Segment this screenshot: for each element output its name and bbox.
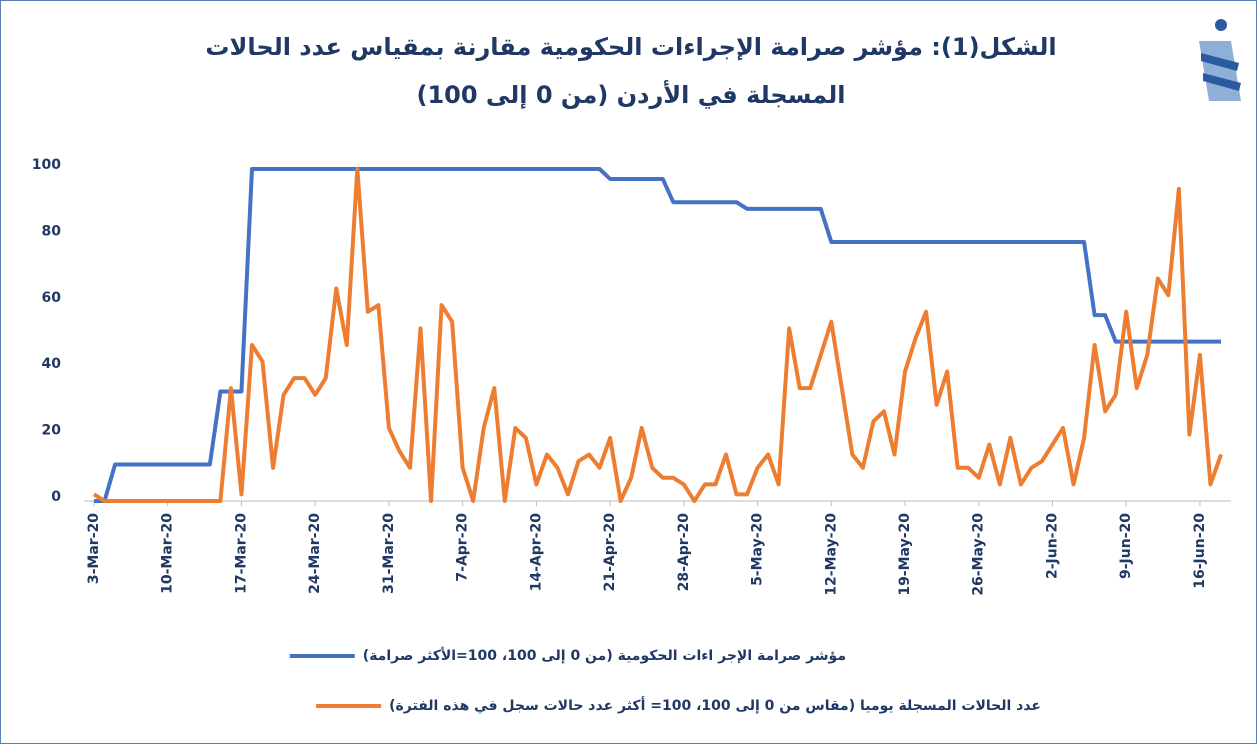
x-tick-label: 14-Apr-20 (528, 513, 544, 592)
y-tick-label: 0 (51, 489, 61, 505)
x-tick-label: 31-Mar-20 (381, 513, 397, 594)
x-tick-label: 17-Mar-20 (233, 513, 249, 594)
legend-label: عدد الحالات المسجلة يوميا (مقاس من 0 إلى… (389, 696, 1041, 714)
x-tick-label: 9-Jun-20 (1118, 513, 1134, 579)
x-tick-label: 26-May-20 (971, 513, 987, 596)
chart-title: الشكل(1): مؤشر صرامة الإجراءات الحكومية … (205, 33, 1057, 109)
x-tick-label: 24-Mar-20 (307, 513, 323, 594)
legend-label: مؤشر صرامة الإجر اءات الحكومية (من 0 إلى… (363, 647, 846, 664)
y-tick-label: 80 (42, 223, 62, 239)
y-tick-label: 40 (42, 356, 62, 372)
y-tick-label: 100 (32, 157, 61, 173)
x-tick-label: 2-Jun-20 (1044, 513, 1060, 579)
x-tick-label: 5-May-20 (750, 513, 766, 586)
x-tick-label: 7-Apr-20 (455, 513, 471, 582)
x-tick-label: 3-Mar-20 (86, 513, 102, 584)
y-tick-label: 20 (42, 423, 62, 439)
x-tick-label: 28-Apr-20 (676, 513, 692, 592)
series-line (94, 167, 1221, 503)
x-tick-label: 10-Mar-20 (160, 513, 176, 594)
x-tick-label: 19-May-20 (897, 513, 913, 596)
x-tick-label: 16-Jun-20 (1192, 513, 1208, 589)
series-line (92, 167, 1223, 503)
logo (1199, 19, 1241, 101)
x-tick-label: 21-Apr-20 (602, 513, 618, 592)
y-tick-label: 60 (42, 290, 62, 306)
x-tick-label: 12-May-20 (823, 513, 839, 596)
